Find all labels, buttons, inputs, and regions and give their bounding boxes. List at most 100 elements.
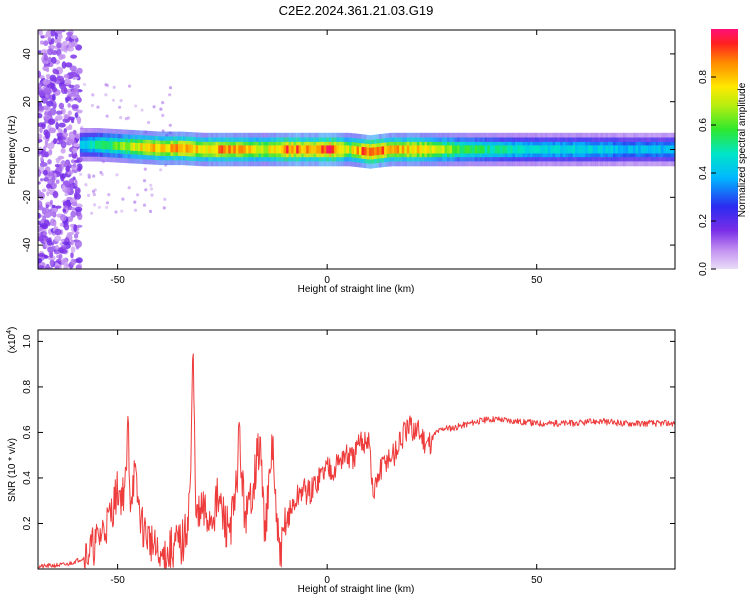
spectrogram-ridge-cell [243,145,246,154]
spectrogram-noise-blob [168,123,172,127]
spectrogram-ridge-cell [499,145,503,154]
spectrogram-noise-blob [168,93,172,97]
spectrogram-ridge-cell [343,145,347,154]
spectrogram-noise-blob [74,112,79,118]
spectrogram-noise-blob [38,220,42,226]
spectrogram-ridge-cell [107,141,111,150]
spectrogram-ridge-cell [623,145,626,154]
spectrogram-ridge-cell [494,145,498,154]
spectrogram-noise-blob [75,224,83,228]
spectrogram-noise-blob [73,129,77,135]
spectrogram-ridge-cell [645,145,649,154]
colorbar: 0.0 0.2 0.4 0.6 0.8 Normalized spectral ampl… [698,29,748,276]
spectrogram-noise-blob [55,30,63,35]
spectrogram-noise-blob [69,133,76,140]
spectrogram-ridge-cell [293,145,297,154]
spectrogram-ridge-cell [261,145,264,154]
spectrogram-ridge-cell [268,145,272,154]
spectrogram-noise-blob [58,122,66,128]
spectrogram-ridge-cell [464,145,468,154]
spectrogram-ridge-cell [628,145,631,154]
spectrogram-noise-blob [38,70,42,78]
spectrogram-ridge-cell [442,145,445,154]
spectrogram-noise-blob [112,85,116,89]
spectrogram-ridge-cell [580,145,583,154]
spectrogram-noise-blob [70,159,76,164]
spectrogram-ridge-cell [660,145,664,154]
spectrogram-ridge-cell [643,145,646,154]
spectrogram-noise-blob [46,142,55,150]
spectrogram-noise-blob [90,211,94,215]
spectrogram-noise-blob [74,179,78,187]
spectrogram-ridge-cell [570,145,573,154]
spectrogram-noise-blob [105,205,109,209]
spectrogram-noise-blob [66,196,72,201]
spectrogram-ridge-cell [565,145,568,154]
spectrogram-ridge-cell [381,146,385,155]
spectrogram-ridge-cell [215,145,219,154]
spectrogram-ridge-cell [489,145,493,154]
spectrogram-noise-blob [75,257,83,264]
snr-plot-area [38,353,675,569]
spectrogram-noise-blob [47,159,52,165]
spectrogram-noise-blob [38,105,45,111]
spectrogram-noise-blob [74,159,80,164]
spectrogram-noise-blob [127,186,131,190]
spectrogram-ridge-cell [167,144,171,153]
spectrogram-ridge-cell [296,145,299,154]
spectrogram-noise-blob [38,237,43,242]
spectrogram-ridge-cell [514,145,518,154]
spectrogram-ridge-cell [245,145,249,154]
spectrogram-noise-blob [38,30,43,37]
spectrogram-ridge-cell [165,144,168,153]
spectrogram-noise-blob [120,209,124,213]
spectrogram-ridge-cell [399,145,402,154]
spectrogram-noise-blob [75,44,82,51]
spectrogram-ridge-cell [426,145,430,154]
spectrogram-ridge-cell [321,145,324,154]
spectrogram-ridge-cell [105,141,108,150]
spectrogram-noise-blob [70,210,76,218]
spectrogram-ridge-cell [203,145,206,154]
spectrogram-noise-blob [69,65,77,72]
spectrogram-ridge-cell [220,145,224,154]
spectrogram-noise-blob [161,113,165,117]
spectrogram-noise-blob [53,78,57,83]
spectrogram-ridge-cell [452,145,455,154]
spectrogram-noise-blob [74,187,81,194]
spectrogram-noise-blob [62,118,70,123]
spectrogram-ridge-cell [120,142,123,151]
spectrogram-noise-blob [93,188,97,192]
spectrogram-noise-blob [51,37,55,45]
spectrogram-noise-blob [87,173,91,177]
spectrogram-ridge-cell [354,146,357,155]
spectrogram-ridge-cell [263,145,267,154]
spectrogram-noise-blob [38,265,45,269]
snr-series-line [38,353,675,569]
snr-scale-exp: 4 [6,330,13,334]
spectrogram-ridge-cell [625,145,629,154]
spectrogram-ridge-cell [507,145,510,154]
spectrogram-noise-blob [38,258,43,263]
spectrogram-noise-blob [70,252,74,259]
spectrogram-noise-blob [38,200,43,208]
spectrogram-ridge-cell [474,145,478,154]
spectrogram-noise-blob [92,192,96,197]
spectrogram-ridge-cell [250,145,254,154]
spectrogram-ridge-cell [630,145,634,154]
spectrogram-noise-blob [70,258,76,266]
spectrogram-noise-blob [150,193,154,197]
spectrogram-noise-blob [68,153,72,158]
spectrogram-ridge-cell [545,145,548,154]
spectrogram-noise-blob [69,71,78,78]
spectrogram-ridge-cell [376,147,380,156]
spectrogram-ridge-cell [421,145,425,154]
spectrogram-ridge-cell [663,145,666,154]
spectrogram-ridge-cell [208,145,211,154]
spectrogram-noise-blob [67,46,74,52]
spectrogram-noise-blob [46,183,52,189]
spectrogram-noise-blob [43,212,52,218]
spectrogram-noise-blob [84,183,88,187]
spectrogram-noise-blob [79,172,83,176]
spectrogram-noise-blob [51,175,56,184]
